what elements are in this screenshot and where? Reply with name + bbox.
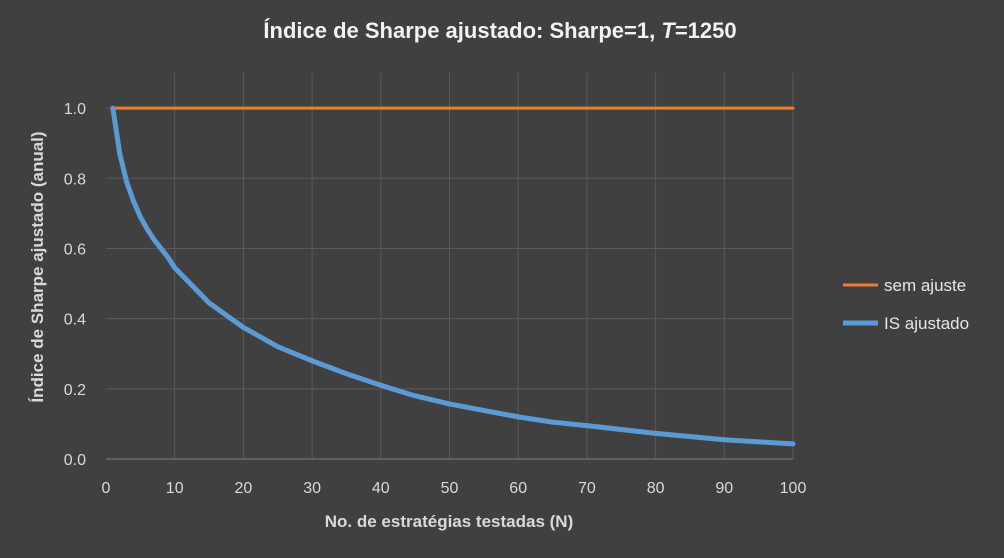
x-tick-label: 10 [166, 480, 184, 497]
chart-title: Índice de Sharpe ajustado: Sharpe=1, T=1… [263, 18, 736, 43]
series-line-2 [110, 105, 796, 447]
y-tick-label: 0.0 [64, 452, 86, 469]
y-tick-label: 1.0 [64, 101, 86, 118]
y-tick-label: 0.6 [64, 241, 86, 258]
legend: sem ajuste IS ajustado [843, 276, 969, 333]
grid [106, 73, 794, 459]
x-tick-label: 100 [780, 480, 807, 497]
legend-label: IS ajustado [884, 314, 969, 333]
x-tick-label: 30 [303, 480, 321, 497]
tick-labels: 0 10 20 30 40 50 60 70 80 90 100 0.0 0.2 0.4 0.6 0.8 1.0 [64, 101, 807, 497]
y-tick-label: 0.2 [64, 382, 86, 399]
x-axis-title: No. de estratégias testadas (N) [325, 512, 573, 531]
series-layer [110, 105, 796, 447]
legend-label: sem ajuste [884, 276, 966, 295]
x-tick-label: 50 [441, 480, 459, 497]
x-tick-label: 80 [647, 480, 665, 497]
x-tick-label: 90 [715, 480, 733, 497]
y-tick-label: 0.8 [64, 171, 86, 188]
x-tick-label: 40 [372, 480, 390, 497]
x-tick-label: 20 [235, 480, 253, 497]
y-axis-title: Índice de Sharpe ajustado (anual) [28, 131, 47, 402]
x-tick-label: 70 [578, 480, 596, 497]
x-tick-label: 60 [509, 480, 527, 497]
y-tick-label: 0.4 [64, 312, 86, 329]
x-tick-label: 0 [102, 480, 111, 497]
